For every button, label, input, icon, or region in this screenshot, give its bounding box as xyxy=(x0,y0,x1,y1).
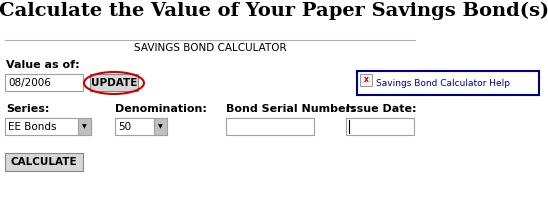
FancyBboxPatch shape xyxy=(78,118,91,135)
FancyBboxPatch shape xyxy=(226,118,314,135)
Text: EE Bonds: EE Bonds xyxy=(8,122,56,132)
Text: Denomination:: Denomination: xyxy=(115,104,207,114)
Text: UPDATE: UPDATE xyxy=(91,78,137,88)
Text: CALCULATE: CALCULATE xyxy=(11,157,77,167)
FancyBboxPatch shape xyxy=(90,74,138,91)
FancyBboxPatch shape xyxy=(154,118,167,135)
Text: Series:: Series: xyxy=(6,104,49,114)
Text: 50: 50 xyxy=(118,122,131,132)
Text: ▼: ▼ xyxy=(158,124,162,130)
FancyBboxPatch shape xyxy=(5,118,91,135)
FancyBboxPatch shape xyxy=(115,118,167,135)
Text: Issue Date:: Issue Date: xyxy=(346,104,416,114)
FancyBboxPatch shape xyxy=(5,153,83,171)
Text: Calculate the Value of Your Paper Savings Bond(s): Calculate the Value of Your Paper Saving… xyxy=(0,2,548,20)
Text: Savings Bond Calculator Help: Savings Bond Calculator Help xyxy=(376,78,510,88)
Text: SAVINGS BOND CALCULATOR: SAVINGS BOND CALCULATOR xyxy=(134,43,286,53)
FancyBboxPatch shape xyxy=(357,71,539,95)
FancyBboxPatch shape xyxy=(360,74,372,86)
Text: ▼: ▼ xyxy=(82,124,87,130)
Text: Value as of:: Value as of: xyxy=(6,60,79,70)
FancyBboxPatch shape xyxy=(346,118,414,135)
Text: Bond Serial Number:: Bond Serial Number: xyxy=(226,104,356,114)
Text: x: x xyxy=(363,76,368,84)
FancyBboxPatch shape xyxy=(5,74,83,91)
Text: 08/2006: 08/2006 xyxy=(8,78,51,88)
